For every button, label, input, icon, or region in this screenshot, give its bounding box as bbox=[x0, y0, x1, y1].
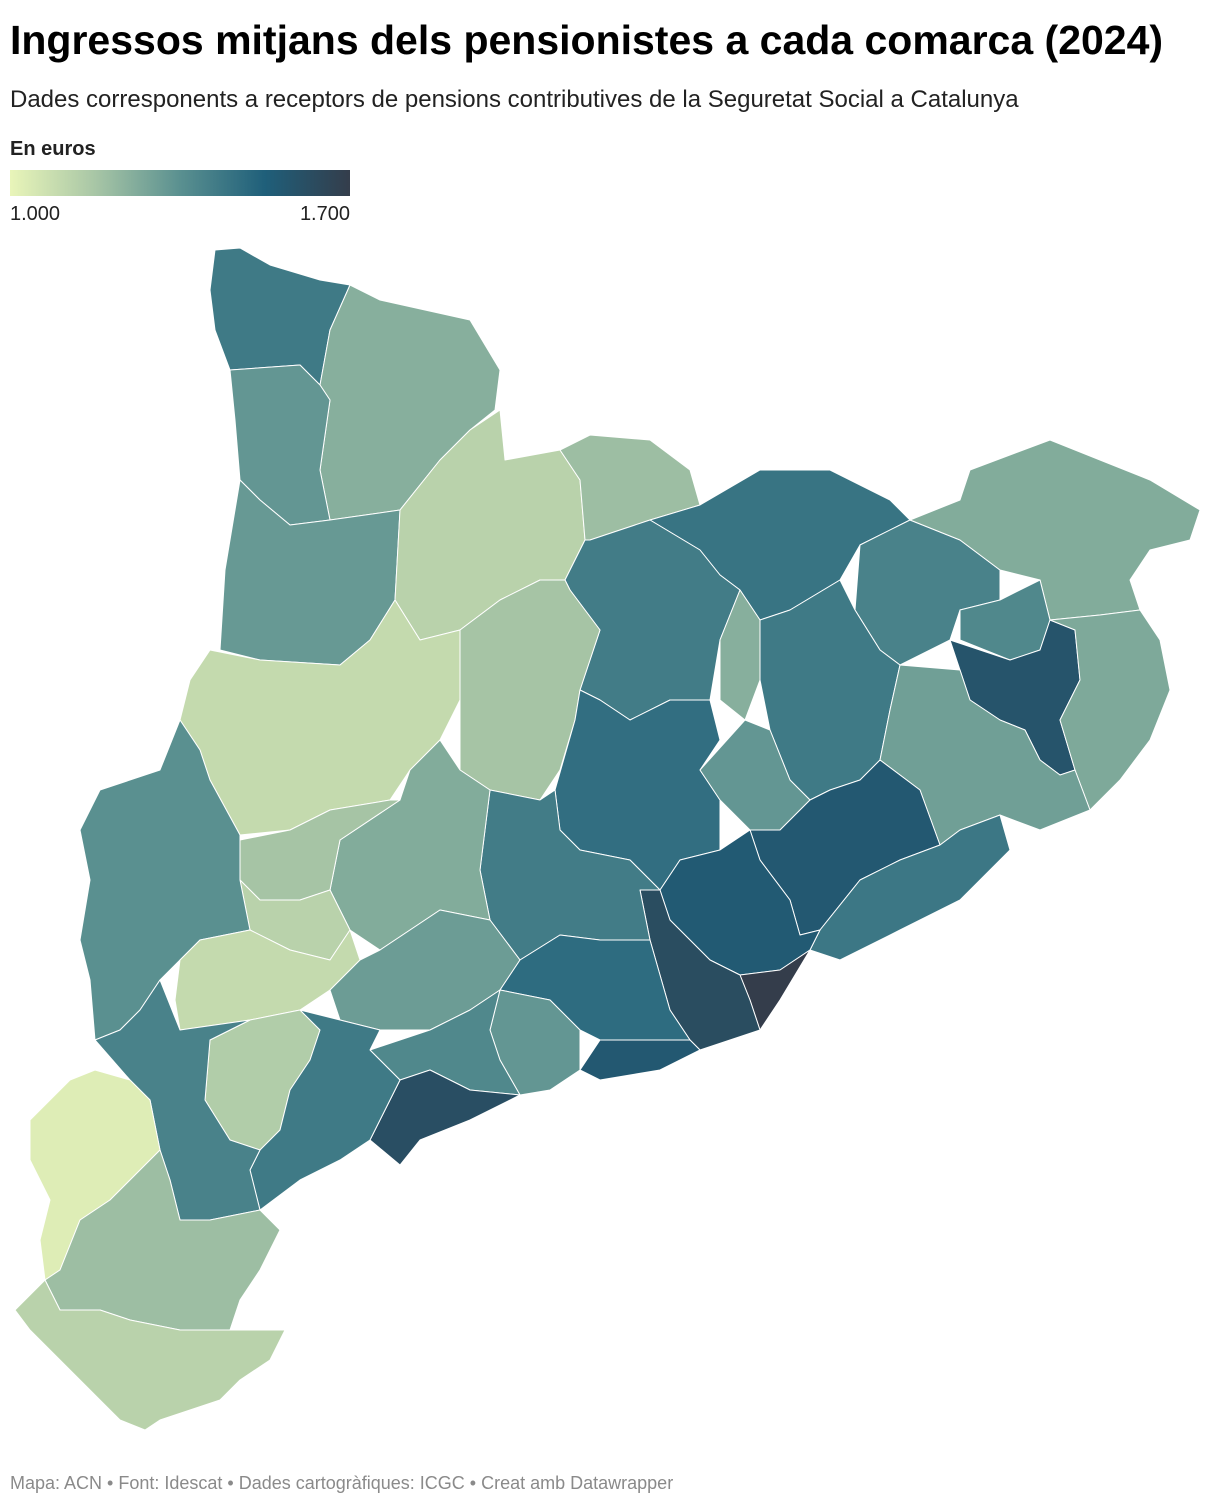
legend-tick-label: 1.700 bbox=[300, 203, 350, 225]
map bbox=[14, 247, 1201, 1431]
region bbox=[14, 1279, 286, 1431]
region bbox=[809, 814, 1011, 961]
legend-ticks: 1.000 1.700 bbox=[9, 196, 351, 225]
region bbox=[249, 1009, 401, 1211]
region bbox=[579, 1039, 701, 1081]
region bbox=[1049, 609, 1171, 811]
legend-title: En euros bbox=[10, 138, 96, 160]
footer: Mapa: ACN • Font: Idescat • Dades cartog… bbox=[10, 1473, 673, 1493]
legend-gradient bbox=[10, 170, 350, 196]
region bbox=[719, 589, 761, 721]
region bbox=[909, 439, 1201, 621]
chart-title: Ingressos mitjans dels pensionistes a ca… bbox=[10, 17, 1163, 63]
legend-tick-label: 1.000 bbox=[10, 203, 60, 225]
chart-subtitle: Dades corresponents a receptors de pensi… bbox=[10, 86, 1019, 113]
